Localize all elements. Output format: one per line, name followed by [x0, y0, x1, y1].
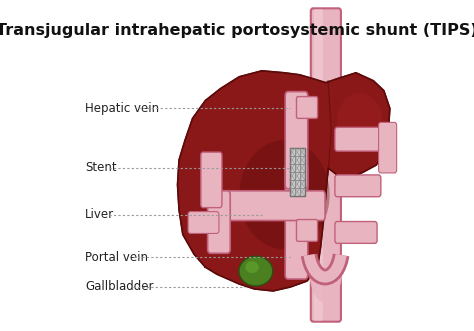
Ellipse shape	[337, 93, 383, 148]
Ellipse shape	[239, 140, 329, 249]
FancyBboxPatch shape	[285, 92, 308, 189]
Text: Gallbladder: Gallbladder	[85, 280, 154, 294]
Text: Liver: Liver	[85, 208, 114, 221]
FancyBboxPatch shape	[297, 97, 318, 118]
FancyBboxPatch shape	[314, 9, 323, 321]
FancyBboxPatch shape	[285, 164, 308, 279]
FancyBboxPatch shape	[201, 152, 222, 208]
FancyBboxPatch shape	[379, 122, 397, 173]
Ellipse shape	[245, 261, 259, 273]
FancyBboxPatch shape	[188, 212, 219, 233]
Text: Hepatic vein: Hepatic vein	[85, 102, 159, 115]
FancyBboxPatch shape	[335, 175, 381, 197]
FancyBboxPatch shape	[214, 191, 325, 220]
Polygon shape	[177, 71, 390, 291]
Ellipse shape	[239, 256, 273, 286]
FancyBboxPatch shape	[335, 127, 388, 151]
FancyBboxPatch shape	[208, 191, 230, 253]
FancyBboxPatch shape	[290, 148, 305, 196]
Text: Portal vein: Portal vein	[85, 251, 148, 264]
FancyBboxPatch shape	[335, 221, 377, 243]
Text: Stent: Stent	[85, 162, 117, 174]
Text: Transjugular intrahepatic portosystemic shunt (TIPS): Transjugular intrahepatic portosystemic …	[0, 23, 474, 38]
FancyBboxPatch shape	[311, 8, 341, 322]
FancyBboxPatch shape	[297, 219, 318, 241]
